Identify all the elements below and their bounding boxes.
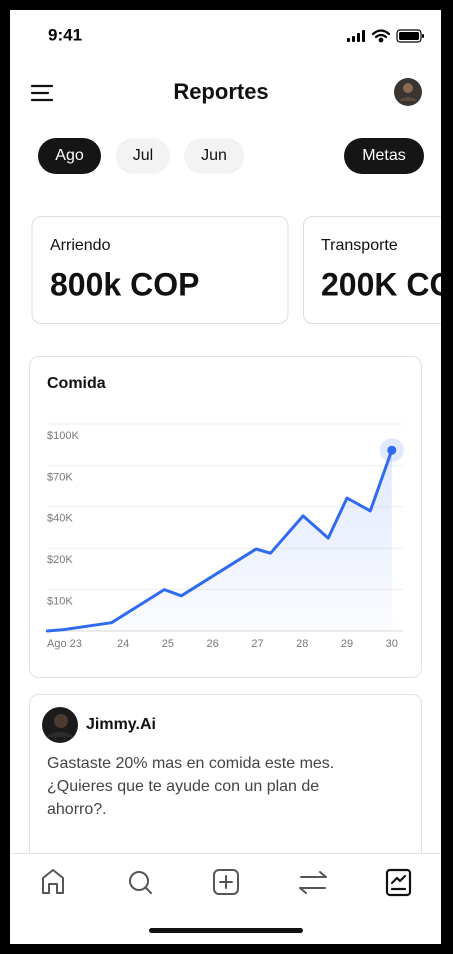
y-tick-label: $100K: [47, 430, 79, 442]
chip-bg[interactable]: [38, 138, 101, 174]
y-tick-label: $70K: [47, 471, 73, 483]
status-time: 9:41: [48, 25, 82, 44]
signal-icon: [347, 30, 365, 42]
y-tick-label: $40K: [47, 513, 73, 525]
y-tick-label: $20K: [47, 554, 73, 566]
x-tick-label: 25: [162, 638, 174, 650]
menu-button[interactable]: [30, 84, 54, 102]
nav-reports[interactable]: [385, 868, 412, 897]
x-tick-label: 24: [117, 638, 129, 650]
battery-icon: [396, 29, 424, 43]
nav-add[interactable]: [213, 869, 239, 895]
x-tick-label: 28: [296, 638, 308, 650]
home-indicator: [149, 928, 303, 933]
header-title: Reportes: [173, 79, 268, 104]
card-label: Arriendo: [50, 237, 111, 254]
chart-title: Comida: [47, 375, 106, 392]
x-tick-label: 27: [251, 638, 263, 650]
wifi-icon: [371, 29, 391, 43]
card-amount: 800k COP: [50, 266, 199, 302]
chart: $10K $20K $40K $70K $100K Ago 23 24 25 26 27 28 29 3…: [45, 423, 404, 650]
nav-home[interactable]: [42, 869, 64, 894]
chip[interactable]: Jul: [133, 147, 153, 164]
expense-card[interactable]: [31, 216, 289, 324]
assistant-name: Jimmy.Ai: [86, 716, 156, 733]
goals-button-bg[interactable]: [344, 138, 424, 174]
y-tick-label: $10K: [47, 596, 73, 608]
point: [387, 445, 397, 455]
chip-bg[interactable]: [184, 138, 244, 174]
x-tick-label: 26: [207, 638, 219, 650]
x-tick-label: 30: [386, 638, 398, 650]
nav-search[interactable]: [129, 871, 152, 894]
area: [47, 450, 392, 631]
chip-bg[interactable]: [116, 138, 170, 174]
assistant-avatar: [42, 707, 78, 743]
card-amount: 200K COP: [321, 266, 453, 302]
chip[interactable]: Ago: [55, 147, 84, 164]
x-tick-label: Ago 23: [47, 638, 82, 650]
profile-avatar[interactable]: [394, 78, 422, 106]
chip[interactable]: Jun: [201, 147, 227, 164]
x-tick-label: 29: [341, 638, 353, 650]
screen: 9:41 Reportes Ago Jul Jun Metas: [10, 10, 453, 944]
expense-card[interactable]: [303, 216, 453, 324]
card-label: Transporte: [321, 237, 398, 254]
nav-transfers[interactable]: [299, 871, 327, 894]
line: [45, 448, 394, 633]
goals-button[interactable]: Metas: [362, 147, 406, 164]
assistant-message: Gastaste 20% mas en comida este mes. ¿Qu…: [47, 755, 335, 818]
